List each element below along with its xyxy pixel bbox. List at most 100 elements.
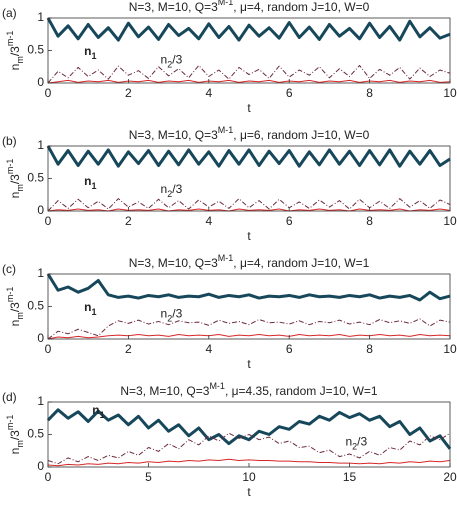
x-tick-label: 5 <box>145 470 152 484</box>
text-part: /3 <box>8 174 22 184</box>
y-axis-label: nm/3m-1 <box>5 31 25 71</box>
text-part: /3 <box>357 434 367 448</box>
text-part: N=3, M=10, Q=3 <box>129 256 218 270</box>
annotation: n2/3 <box>161 52 183 69</box>
series-line <box>47 208 451 212</box>
annotation: n2/3 <box>161 306 183 323</box>
annotation: n1 <box>84 174 96 191</box>
y-tick-label: 0 <box>37 75 44 89</box>
series-line <box>47 318 451 340</box>
x-tick-label: 6 <box>286 86 293 100</box>
chart-title: N=3, M=10, Q=3M-1, μ=4, random J=10, W=1 <box>129 253 370 270</box>
x-tick-label: 2 <box>125 214 132 228</box>
x-axis-label: t <box>247 485 251 499</box>
y-tick-label: 0 <box>37 331 44 345</box>
text-part: /3 <box>172 52 182 66</box>
series-line <box>47 458 451 467</box>
annotation: n1 <box>84 44 96 61</box>
text-part: 2 <box>167 314 172 324</box>
y-tick-label: 0 <box>37 459 44 473</box>
plot-frame <box>47 273 451 340</box>
x-tick-label: 10 <box>242 470 256 484</box>
x-tick-label: 8 <box>366 214 373 228</box>
text-part: 2 <box>167 60 172 70</box>
y-tick-label: 0.5 <box>27 427 44 441</box>
y-tick-label: 1 <box>37 394 44 408</box>
plot-frame <box>47 145 451 212</box>
annotation: n2/3 <box>161 182 183 199</box>
x-tick-label: 0 <box>45 470 52 484</box>
x-tick-label: 4 <box>205 86 212 100</box>
x-tick-label: 8 <box>366 86 373 100</box>
text-part: N=3, M=10, Q=3 <box>129 0 218 14</box>
chart-title: N=3, M=10, Q=3M-1, μ=4, random J=10, W=0 <box>129 0 370 14</box>
text-part: M-1 <box>218 125 234 135</box>
annotation: n2/3 <box>345 434 367 451</box>
x-tick-label: 15 <box>343 470 357 484</box>
text-part: 1 <box>92 51 97 61</box>
text-part: N=3, M=10, Q=3 <box>129 128 218 142</box>
x-tick-label: 6 <box>286 342 293 356</box>
text-part: n <box>8 448 22 455</box>
text-part: M-1 <box>218 253 234 263</box>
text-part: m-1 <box>5 287 15 303</box>
y-tick-label: 1 <box>37 10 44 24</box>
text-part: n <box>161 52 168 66</box>
panel-label: (a) <box>2 6 17 20</box>
y-axis-label: nm/3m-1 <box>5 287 25 327</box>
text-part: m-1 <box>5 415 15 431</box>
text-part: 1 <box>100 410 105 420</box>
annotation: n1 <box>84 300 96 317</box>
x-tick-label: 2 <box>125 342 132 356</box>
y-tick-label: 1 <box>37 266 44 280</box>
x-tick-label: 10 <box>443 342 457 356</box>
text-part: n <box>84 174 91 188</box>
x-tick-label: 20 <box>443 470 457 484</box>
y-tick-label: 1 <box>37 138 44 152</box>
text-part: n <box>8 320 22 327</box>
text-part: m <box>15 312 25 320</box>
text-part: M-1 <box>209 381 225 391</box>
text-part: /3 <box>172 306 182 320</box>
text-part: n <box>161 182 168 196</box>
text-part: 2 <box>352 442 357 452</box>
y-axis-label: nm/3m-1 <box>5 159 25 199</box>
x-tick-label: 0 <box>45 214 52 228</box>
series-line <box>46 145 451 168</box>
series-line <box>47 64 451 84</box>
text-part: n <box>92 403 99 417</box>
text-part: N=3, M=10, Q=3 <box>120 384 209 398</box>
chart-title: N=3, M=10, Q=3M-1, μ=4.35, random J=10, … <box>120 381 378 398</box>
text-part: /3 <box>8 46 22 56</box>
series-line <box>46 17 451 42</box>
text-part: , μ=4.35, random J=10, W=1 <box>225 384 378 398</box>
text-part: 1 <box>92 181 97 191</box>
text-part: M-1 <box>218 0 234 7</box>
series-line <box>47 198 451 212</box>
text-part: , μ=4, random J=10, W=0 <box>233 0 369 14</box>
x-tick-label: 8 <box>366 342 373 356</box>
text-part: n <box>84 300 91 314</box>
x-tick-label: 4 <box>205 214 212 228</box>
text-part: , μ=6, random J=10, W=0 <box>233 128 369 142</box>
text-part: 1 <box>92 307 97 317</box>
x-axis-label: t <box>247 229 251 243</box>
x-tick-label: 0 <box>45 86 52 100</box>
text-part: n <box>8 64 22 71</box>
text-part: /3 <box>172 182 182 196</box>
y-axis-label: nm/3m-1 <box>5 415 25 455</box>
x-axis-label: t <box>247 101 251 115</box>
y-tick-label: 0 <box>37 203 44 217</box>
text-part: m-1 <box>5 159 15 175</box>
text-part: m <box>15 56 25 64</box>
series-line <box>47 79 451 84</box>
text-part: 2 <box>167 190 172 200</box>
text-part: m <box>15 184 25 192</box>
text-part: n <box>8 192 22 199</box>
panel-label: (c) <box>2 262 16 276</box>
text-part: m-1 <box>5 31 15 47</box>
x-tick-label: 6 <box>286 214 293 228</box>
chart-title: N=3, M=10, Q=3M-1, μ=6, random J=10, W=0 <box>129 125 370 142</box>
text-part: /3 <box>8 302 22 312</box>
